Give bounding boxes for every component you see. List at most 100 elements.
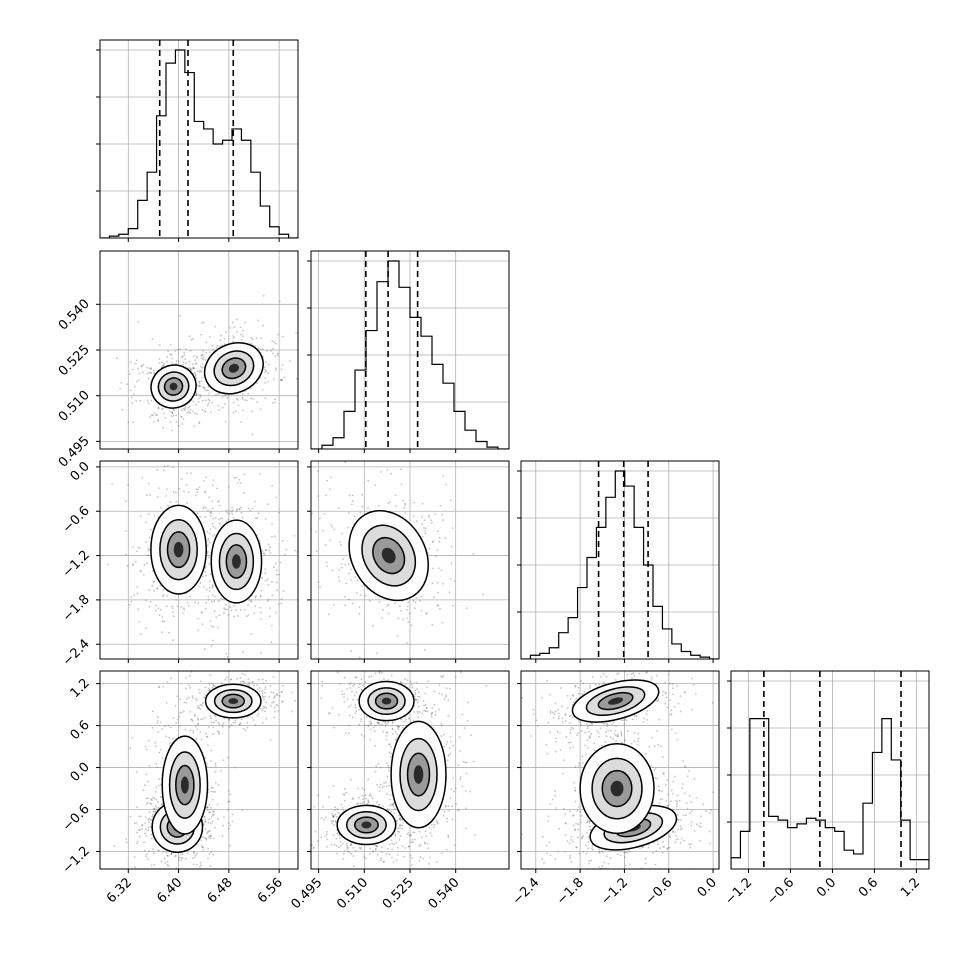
scatter-point: [167, 864, 169, 866]
scatter-point: [263, 706, 265, 708]
scatter-point: [158, 358, 160, 360]
scatter-point: [400, 835, 402, 837]
density-p4-vs-p2: [302, 641, 487, 913]
scatter-point: [223, 612, 225, 614]
scatter-point: [295, 332, 297, 334]
scatter-point: [407, 617, 409, 619]
scatter-point: [409, 613, 411, 615]
scatter-point: [273, 341, 275, 343]
scatter-point: [333, 824, 335, 826]
scatter-point: [241, 397, 243, 399]
scatter-point: [569, 732, 571, 734]
scatter-point: [396, 842, 398, 844]
scatter-point: [380, 857, 382, 859]
scatter-point: [452, 605, 454, 607]
scatter-point: [467, 720, 469, 722]
scatter-point: [146, 562, 148, 564]
scatter-point: [676, 685, 678, 687]
scatter-point: [138, 815, 140, 817]
scatter-point: [336, 852, 338, 854]
scatter-point: [178, 857, 180, 859]
scatter-point: [432, 568, 434, 570]
tick-label-p2: 0.510: [56, 388, 93, 425]
scatter-point: [234, 720, 236, 722]
scatter-point: [393, 803, 395, 805]
scatter-point: [341, 533, 343, 535]
scatter-point: [157, 496, 159, 498]
scatter-point: [148, 513, 150, 515]
scatter-point: [267, 600, 269, 602]
scatter-point: [410, 855, 412, 857]
scatter-point: [435, 556, 437, 558]
scatter-point: [274, 707, 276, 709]
scatter-point: [406, 834, 408, 836]
scatter-point: [414, 839, 416, 841]
scatter-point: [596, 730, 598, 732]
density-p3-vs-p2: [268, 436, 484, 683]
scatter-point: [173, 615, 175, 617]
scatter-point: [186, 698, 188, 700]
scatter-point: [155, 610, 157, 612]
scatter-point: [167, 465, 169, 467]
scatter-point: [299, 694, 301, 696]
scatter-point: [263, 552, 265, 554]
scatter-point: [219, 614, 221, 616]
scatter-point: [447, 760, 449, 762]
scatter-point: [330, 524, 332, 526]
scatter-point: [451, 563, 453, 565]
scatter-point: [271, 581, 273, 583]
scatter-point: [213, 721, 215, 723]
scatter-point: [202, 367, 204, 369]
scatter-point: [339, 681, 341, 683]
scatter-point: [228, 790, 230, 792]
scatter-point: [450, 578, 452, 580]
scatter-point: [224, 403, 226, 405]
scatter-point: [137, 547, 139, 549]
scatter-point: [207, 809, 209, 811]
scatter-point: [482, 594, 484, 596]
scatter-point: [350, 844, 352, 846]
scatter-point: [321, 685, 323, 687]
scatter-point: [137, 321, 139, 323]
scatter-point: [277, 334, 279, 336]
scatter-point: [211, 821, 213, 823]
scatter-point: [651, 679, 653, 681]
scatter-point: [356, 677, 358, 679]
scatter-point: [145, 599, 147, 601]
scatter-point: [212, 508, 214, 510]
scatter-point: [398, 726, 400, 728]
scatter-point: [227, 519, 229, 521]
scatter-point: [413, 711, 415, 713]
scatter-point: [338, 714, 340, 716]
scatter-point: [193, 355, 195, 357]
scatter-point: [623, 668, 625, 670]
scatter-point: [406, 609, 408, 611]
scatter-point: [182, 356, 184, 358]
scatter-point: [347, 847, 349, 849]
scatter-point: [138, 829, 140, 831]
scatter-point: [375, 672, 377, 674]
scatter-point: [372, 851, 374, 853]
scatter-point: [207, 404, 209, 406]
tick-label-p1: 6.32: [104, 875, 135, 906]
scatter-point: [424, 519, 426, 521]
scatter-point: [431, 713, 433, 715]
scatter-point: [546, 853, 548, 855]
scatter-point: [126, 383, 128, 385]
scatter-point: [205, 352, 207, 354]
scatter-point: [171, 358, 173, 360]
scatter-point: [253, 719, 255, 721]
scatter-point: [167, 430, 169, 432]
scatter-point: [315, 831, 317, 833]
scatter-point: [554, 858, 556, 860]
density-fill-core: [361, 821, 371, 828]
tick-label-p2: 0.540: [56, 297, 93, 334]
scatter-point: [203, 586, 205, 588]
scatter-point: [147, 781, 149, 783]
scatter-point: [132, 871, 134, 873]
scatter-point: [272, 348, 274, 350]
scatter-point: [671, 789, 673, 791]
scatter-point: [265, 580, 267, 582]
scatter-point: [211, 625, 213, 627]
scatter-point: [435, 714, 437, 716]
